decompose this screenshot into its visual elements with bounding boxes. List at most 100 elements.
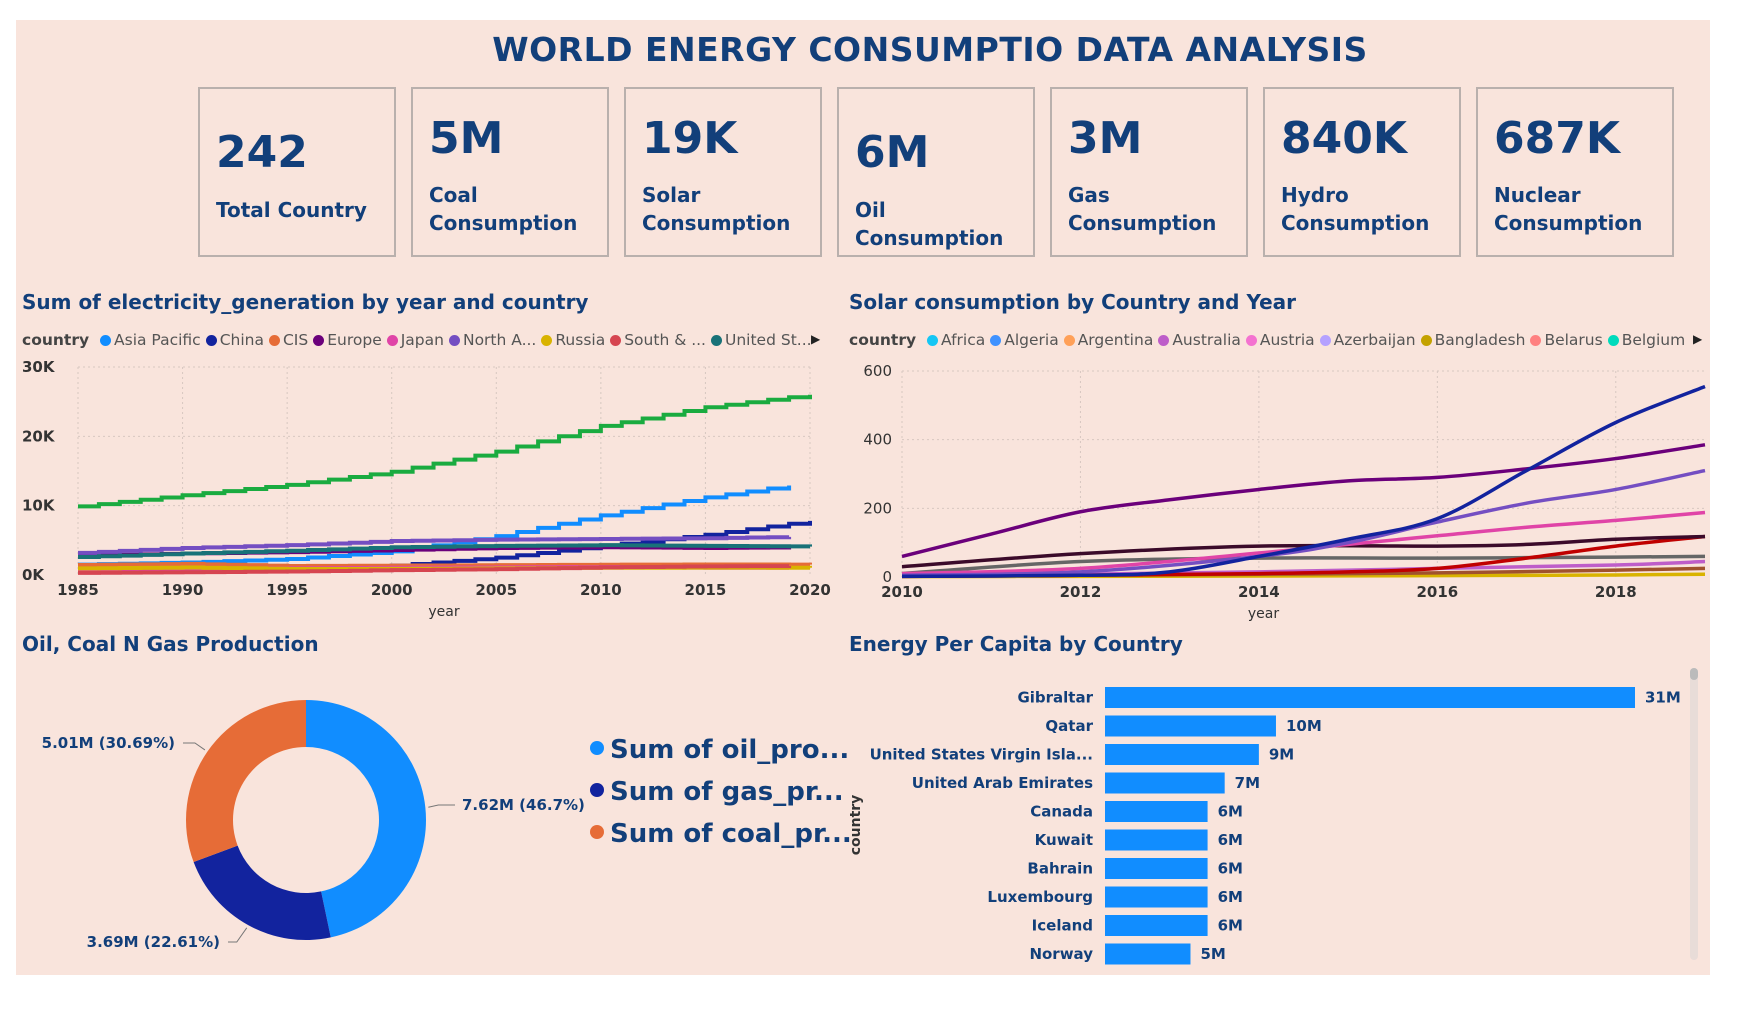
- legend-label: CIS: [282, 331, 309, 349]
- legend-title: country: [849, 331, 917, 349]
- legend-item[interactable]: Sum of gas_pr...: [590, 777, 852, 819]
- y-tick-label: 600: [863, 362, 892, 380]
- bar: [1105, 829, 1208, 851]
- kpi-label: Nuclear Consumption: [1494, 183, 1643, 235]
- category-label: Canada: [1030, 803, 1093, 821]
- kpi-value: 3M: [1068, 113, 1143, 164]
- kpi-card-solar[interactable]: 19K Solar Consumption: [624, 87, 822, 257]
- series-line: [78, 535, 792, 555]
- legend-dot: [100, 335, 112, 346]
- kpi-value: 5M: [429, 113, 504, 164]
- solar-line-chart: 2010 2012 2014 2016 2018 0 200 400 600 year: [863, 362, 1706, 622]
- legend-item[interactable]: Russia: [541, 331, 605, 349]
- kpi-card-total-country[interactable]: 242 Total Country: [198, 87, 396, 257]
- bar: [1105, 915, 1208, 936]
- legend-item[interactable]: Bangladesh: [1420, 331, 1525, 349]
- legend-item[interactable]: Asia Pacific: [100, 331, 201, 349]
- legend-dot: [1530, 335, 1542, 346]
- bar: [1105, 687, 1635, 708]
- legend-label: United St...: [725, 331, 812, 349]
- legend-dot: [1319, 335, 1331, 346]
- legend-dot: [927, 335, 939, 346]
- kpi-value: 687K: [1494, 113, 1620, 164]
- legend-label: Australia: [1172, 331, 1241, 349]
- y-tick-label: 10K: [22, 497, 56, 515]
- legend-dot: [590, 741, 604, 755]
- legend-item[interactable]: Europe: [313, 331, 382, 349]
- legend-item[interactable]: Belgium: [1607, 331, 1686, 349]
- data-label: 31M: [1645, 689, 1681, 707]
- x-tick-label: 2016: [1416, 583, 1458, 601]
- kpi-card-gas[interactable]: 3M Gas Consumption: [1050, 87, 1248, 257]
- legend-item[interactable]: Algeria: [990, 331, 1059, 349]
- legend-item[interactable]: CIS: [268, 331, 309, 349]
- x-axis-label: year: [428, 604, 459, 620]
- legend-item[interactable]: Japan: [386, 331, 444, 349]
- x-tick-label: 1985: [57, 581, 99, 599]
- legend-label: Austria: [1259, 331, 1315, 349]
- legend-dot: [610, 335, 622, 346]
- series-line: [901, 534, 1706, 569]
- x-tick-label: 1990: [162, 581, 204, 599]
- legend-item[interactable]: Sum of oil_pro...: [590, 735, 852, 777]
- legend-item[interactable]: Africa: [927, 331, 985, 349]
- legend-item[interactable]: Argentina: [1063, 331, 1153, 349]
- legend-dot: [448, 335, 460, 346]
- kpi-card-hydro[interactable]: 840K Hydro Consumption: [1263, 87, 1461, 257]
- y-tick-label: 0K: [22, 566, 45, 584]
- electricity-chart-legend[interactable]: country Asia Pacific China CIS Europe Japan N…: [22, 331, 817, 349]
- donut-slice: [185, 700, 306, 863]
- solar-chart-legend[interactable]: country Africa Algeria Argentina Australia A…: [849, 331, 1690, 349]
- series-line: [901, 468, 1706, 578]
- legend-next-arrow[interactable]: ▶: [1693, 332, 1703, 346]
- bar-chart-scrollbar[interactable]: [1690, 668, 1698, 960]
- legend-item[interactable]: Sum of coal_pr...: [590, 819, 852, 861]
- legend-label: Azerbaijan: [1333, 331, 1416, 349]
- legend-next-arrow[interactable]: ▶: [811, 332, 821, 346]
- bar: [1105, 772, 1225, 794]
- legend-item[interactable]: Austria: [1245, 331, 1315, 349]
- legend-label: Algeria: [1004, 331, 1059, 349]
- legend-dot: [1158, 335, 1170, 346]
- data-label: 6M: [1218, 831, 1243, 849]
- bar: [1105, 744, 1259, 765]
- data-label: 6M: [1218, 803, 1243, 821]
- legend-item[interactable]: Belarus: [1530, 331, 1603, 349]
- legend-item[interactable]: North A...: [448, 331, 536, 349]
- y-tick-label: 0: [882, 568, 892, 586]
- legend-label: Belarus: [1544, 331, 1603, 349]
- kpi-card-coal[interactable]: 5M Coal Consumption: [411, 87, 609, 257]
- series-line: [78, 561, 812, 568]
- legend-dot: [711, 335, 722, 346]
- kpi-value: 242: [216, 127, 308, 178]
- leader-line: [183, 742, 206, 751]
- kpi-card-nuclear[interactable]: 687K Nuclear Consumption: [1476, 87, 1674, 257]
- legend-item[interactable]: South & ...: [610, 331, 706, 349]
- scrollbar-thumb[interactable]: [1690, 668, 1698, 680]
- bar: [1105, 943, 1191, 965]
- kpi-label: Gas Consumption: [1068, 183, 1217, 235]
- data-label: 3.69M (22.61%): [87, 933, 220, 951]
- legend-item[interactable]: United St...: [711, 331, 812, 349]
- y-tick-label: 30K: [22, 358, 56, 376]
- category-label: Luxembourg: [987, 888, 1093, 906]
- legend-label: Belgium: [1621, 331, 1686, 349]
- x-tick-label: 2010: [881, 583, 923, 601]
- legend-dot: [268, 335, 280, 346]
- solar-chart-title: Solar consumption by Country and Year: [849, 290, 1297, 314]
- legend-item[interactable]: China: [205, 331, 264, 349]
- donut-legend: Sum of oil_pro... Sum of gas_pr... Sum of …: [590, 735, 852, 861]
- legend-item[interactable]: Azerbaijan: [1319, 331, 1416, 349]
- legend-item[interactable]: Australia: [1158, 331, 1241, 349]
- series-line: [901, 384, 1706, 579]
- data-label: 6M: [1218, 888, 1243, 906]
- legend-label: China: [219, 331, 264, 349]
- legend-dot: [313, 335, 325, 346]
- data-label: 6M: [1218, 917, 1243, 935]
- category-label: Bahrain: [1027, 860, 1093, 878]
- legend-dot: [1420, 335, 1432, 346]
- x-tick-label: 2000: [371, 581, 413, 599]
- x-tick-label: 1995: [266, 581, 308, 599]
- x-tick-label: 2014: [1238, 583, 1280, 601]
- kpi-card-oil[interactable]: 6M Oil Consumption: [837, 87, 1035, 257]
